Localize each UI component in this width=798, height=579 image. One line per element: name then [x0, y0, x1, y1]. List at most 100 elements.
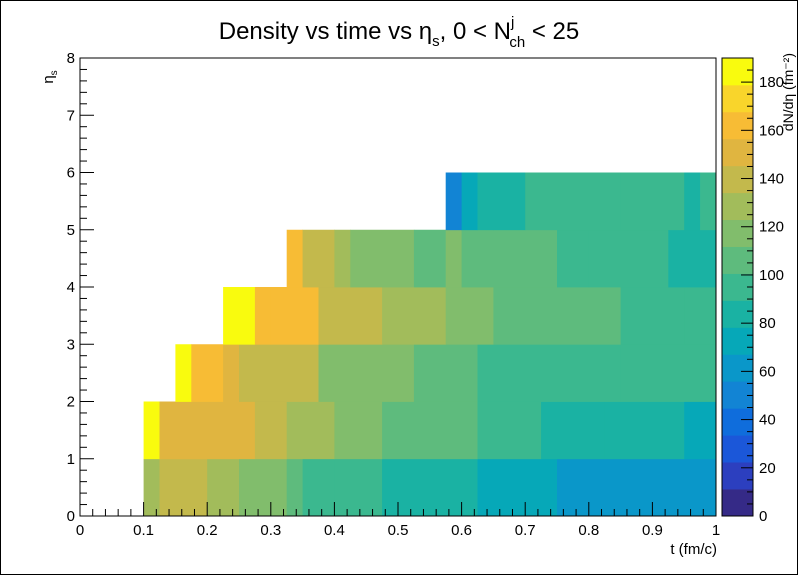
z-axis-title-clip: dN/dη (fm⁻²) — [781, 53, 796, 131]
z-tick-label: 180 — [759, 74, 784, 91]
heatmap-cell — [382, 401, 431, 460]
title-superscript: j — [510, 14, 514, 31]
heatmap-cell — [366, 344, 415, 402]
x-tick-label: 0.7 — [515, 522, 536, 539]
x-axis-title: t (fm/c) — [670, 541, 717, 558]
heatmap-cell — [413, 229, 447, 288]
heatmap-cell — [350, 229, 415, 288]
y-axis-title: ηs — [40, 70, 60, 83]
heatmap-cell — [445, 172, 462, 231]
color-scale-band — [722, 408, 753, 436]
x-axis: 0 0.1 0.2 0.3 0.4 0.5 0.6 0.7 0.8 0.9 1 — [76, 502, 720, 539]
heatmap-cell — [557, 172, 621, 231]
z-tick-label: 80 — [759, 315, 776, 332]
heatmap-cell — [270, 287, 319, 345]
heatmap-cell — [382, 287, 447, 345]
color-scale-band — [722, 489, 753, 517]
heatmap-cell — [207, 458, 240, 517]
y-tick-label: 0 — [67, 508, 75, 525]
x-tick-label: 0.8 — [578, 522, 599, 539]
heatmap-cell — [445, 287, 494, 345]
heatmap-cell — [239, 344, 272, 402]
heatmap-cell — [620, 172, 685, 231]
heatmap-cell — [477, 172, 494, 231]
heatmap-cell — [223, 401, 256, 460]
color-scale-band — [722, 435, 753, 463]
heatmap-cell — [175, 344, 192, 402]
heatmap-cell — [270, 344, 319, 402]
color-scale-band — [722, 84, 753, 113]
z-tick-label: 20 — [759, 460, 776, 477]
z-tick-label: 160 — [759, 122, 784, 139]
color-scale-band — [722, 111, 753, 140]
z-axis: 0 20 40 60 80 100 120 140 160 180 — [741, 57, 784, 525]
heatmap-cell — [175, 458, 208, 517]
heatmap-cell — [557, 287, 621, 345]
heatmap-cell — [413, 344, 478, 402]
heatmap-cell — [191, 344, 224, 402]
heatmap-cell — [684, 401, 717, 460]
x-tick-label: 0.9 — [642, 522, 663, 539]
z-tick-label: 0 — [759, 508, 767, 525]
heatmap-cell — [286, 458, 303, 517]
color-scale-band — [722, 462, 753, 490]
heatmap-cell — [334, 229, 351, 288]
color-scale-band — [722, 381, 753, 409]
heatmap-cell — [477, 401, 542, 460]
heatmap-cell — [382, 458, 431, 517]
x-tick-label: 0.4 — [324, 522, 345, 539]
heatmap-cell — [334, 458, 383, 517]
heatmap-cell — [302, 229, 335, 288]
heatmap-cell — [239, 458, 288, 517]
heatmap-cell — [223, 287, 256, 345]
heatmap-cell — [668, 229, 717, 288]
color-scale-band — [722, 165, 753, 194]
color-scale-band — [722, 192, 753, 221]
heatmap-cell — [318, 287, 383, 345]
heatmap-cell — [143, 458, 160, 517]
title-prefix-subscript: s — [432, 33, 440, 50]
heatmap-cell — [684, 458, 717, 517]
heatmap-cell — [588, 229, 669, 288]
y-tick-label: 6 — [67, 165, 75, 182]
heatmap-cell — [477, 344, 558, 402]
heatmap-cell — [461, 172, 478, 231]
heatmap-cell — [429, 401, 478, 460]
y-tick-label: 4 — [67, 279, 75, 296]
x-tick-label: 0 — [76, 522, 84, 539]
heatmap-cell — [493, 172, 526, 231]
y-axis-title-main: η — [40, 75, 57, 83]
heatmap-cell — [429, 458, 478, 517]
y-axis: 0 1 2 3 4 5 6 7 8 — [67, 50, 94, 525]
x-tick-label: 0.1 — [133, 522, 154, 539]
heatmap-cell — [461, 229, 558, 288]
x-tick-label: 0.5 — [388, 522, 409, 539]
heatmap-cell — [286, 229, 303, 288]
heatmap-cell — [477, 458, 558, 517]
title-middle: , 0 < N — [440, 18, 511, 45]
heatmap-cell — [318, 344, 367, 402]
color-scale-band — [722, 354, 753, 382]
title-prefix: Density vs time vs η — [219, 18, 432, 45]
heatmap-cell — [684, 287, 717, 345]
y-axis-title-subscript: s — [49, 70, 60, 75]
chart-title: Density vs time vs ηs, 0 < Nj ch < 25 — [219, 14, 580, 51]
color-scale — [721, 57, 754, 517]
heatmap-cell — [493, 287, 558, 345]
x-tick-label: 1 — [712, 522, 720, 539]
heatmap-cell — [557, 344, 621, 402]
color-scale-band — [722, 327, 753, 355]
heatmap-cell — [684, 172, 701, 231]
x-tick-label: 0.3 — [260, 522, 281, 539]
heatmap-cell — [302, 458, 335, 517]
x-tick-label: 0.2 — [197, 522, 218, 539]
y-tick-label: 2 — [67, 394, 75, 411]
y-tick-label: 3 — [67, 336, 75, 353]
heatmap-cell — [700, 172, 717, 231]
y-tick-label: 1 — [67, 451, 75, 468]
y-tick-label: 8 — [67, 50, 75, 67]
heatmap-cell — [159, 401, 224, 460]
title-suffix: < 25 — [525, 18, 579, 45]
